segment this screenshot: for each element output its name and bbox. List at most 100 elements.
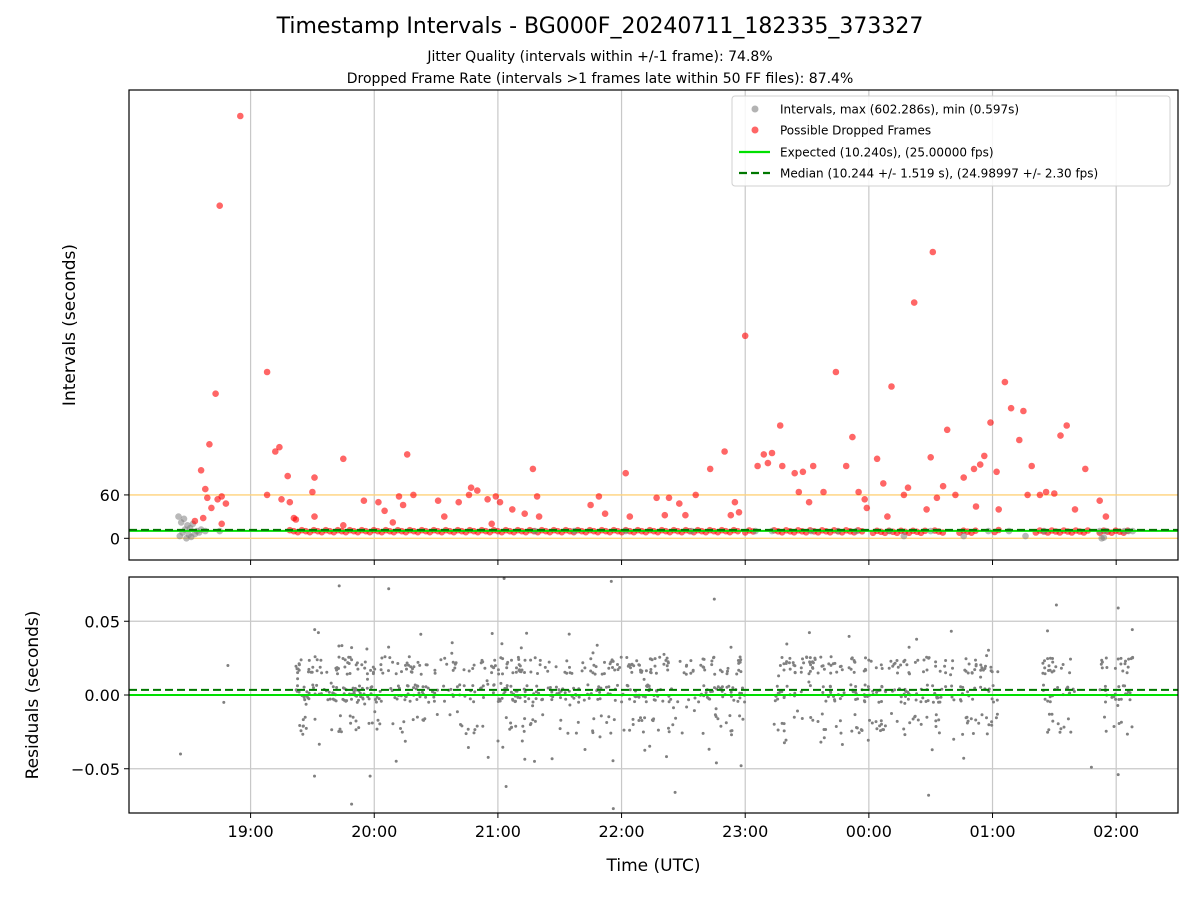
dropped-frame-point xyxy=(735,509,743,516)
residual-point xyxy=(849,683,853,687)
residual-point xyxy=(514,699,517,703)
residual-point xyxy=(554,665,558,669)
residual-point xyxy=(394,672,398,676)
residual-point xyxy=(995,712,999,716)
residual-point xyxy=(735,672,739,676)
residual-point xyxy=(661,699,665,703)
dropped-frame-point xyxy=(888,383,895,390)
residual-point xyxy=(1116,657,1120,661)
residual-point xyxy=(331,685,335,689)
interval-point xyxy=(900,532,908,540)
residual-point xyxy=(631,717,635,721)
residual-point xyxy=(501,672,504,676)
residual-point xyxy=(1119,720,1123,724)
residual-point xyxy=(777,674,781,678)
residual-point xyxy=(903,701,907,705)
residual-point xyxy=(1104,656,1108,660)
residual-point xyxy=(559,718,563,722)
residual-point xyxy=(716,717,720,721)
dropped-frame-point xyxy=(1007,404,1015,412)
residual-point xyxy=(895,719,899,723)
dropped-frame-point xyxy=(216,202,223,209)
dropped-frame-point xyxy=(212,390,219,398)
dropped-frame-point xyxy=(403,451,411,458)
residual-point xyxy=(490,664,493,668)
residual-point xyxy=(483,666,487,670)
residual-point xyxy=(979,685,983,689)
residual-point xyxy=(472,663,476,667)
residual-point xyxy=(558,727,562,731)
dropped-frame-point xyxy=(692,491,699,499)
dropped-frame-point xyxy=(995,506,1002,513)
residual-point xyxy=(950,695,954,699)
residual-point xyxy=(329,681,333,685)
residual-point xyxy=(741,686,744,690)
residual-point xyxy=(952,698,956,702)
residual-point xyxy=(538,658,542,662)
residual-point xyxy=(828,685,832,689)
residual-point xyxy=(464,732,468,736)
residual-point xyxy=(371,672,375,676)
residual-point xyxy=(702,684,706,688)
residual-point xyxy=(662,662,666,666)
residual-point xyxy=(1117,722,1121,725)
residual-point xyxy=(529,670,533,674)
residual-point xyxy=(656,728,660,732)
residual-point xyxy=(572,696,576,700)
residual-point xyxy=(337,667,340,670)
residual-point xyxy=(893,688,897,692)
residual-point xyxy=(995,698,999,702)
residual-point xyxy=(922,670,925,674)
residual-point xyxy=(357,726,361,730)
residual-point xyxy=(433,671,437,675)
residual-point xyxy=(313,717,317,721)
residual-point xyxy=(356,667,360,671)
residual-point xyxy=(574,731,578,735)
dropped-frame-point xyxy=(218,493,225,500)
residual-point xyxy=(939,695,943,699)
top-y-tick-label: 60 xyxy=(100,486,120,505)
residual-point xyxy=(531,718,535,722)
residual-point xyxy=(595,643,599,647)
residual-point xyxy=(417,691,421,695)
residual-point xyxy=(450,641,454,645)
residual-point xyxy=(313,628,317,632)
residual-point xyxy=(867,658,871,662)
residual-point xyxy=(782,729,786,733)
residual-point xyxy=(809,716,813,719)
residual-point xyxy=(791,661,795,665)
residual-point xyxy=(807,631,811,635)
residual-point xyxy=(445,662,449,666)
residual-point xyxy=(875,690,879,694)
residual-point xyxy=(523,757,527,761)
residual-point xyxy=(589,657,593,661)
residual-point xyxy=(799,666,803,670)
residual-point xyxy=(1043,659,1046,663)
x-tick-label: 23:00 xyxy=(722,822,768,841)
residual-point xyxy=(591,731,595,735)
residual-point xyxy=(551,695,555,699)
residual-point xyxy=(813,658,817,661)
residual-point xyxy=(350,646,354,650)
dropped-frame-point xyxy=(849,433,856,441)
residual-point xyxy=(990,697,994,701)
residual-point xyxy=(369,668,373,672)
legend-intervals-marker xyxy=(751,105,759,113)
residual-point xyxy=(902,660,906,664)
residual-point xyxy=(649,671,653,675)
residual-point xyxy=(895,659,899,662)
residual-point xyxy=(807,680,811,684)
residual-point xyxy=(776,697,780,701)
residual-point xyxy=(502,577,506,580)
residual-point xyxy=(985,716,988,720)
residual-point xyxy=(780,721,784,725)
residual-point xyxy=(1047,728,1051,732)
residual-point xyxy=(780,656,784,659)
residual-point xyxy=(970,671,974,675)
residual-point xyxy=(411,667,414,671)
residual-point xyxy=(563,691,567,695)
top-y-tick-label: 0 xyxy=(110,529,120,548)
residual-point xyxy=(354,728,358,732)
dropped-frame-point xyxy=(1057,432,1064,439)
residual-point xyxy=(911,717,915,721)
